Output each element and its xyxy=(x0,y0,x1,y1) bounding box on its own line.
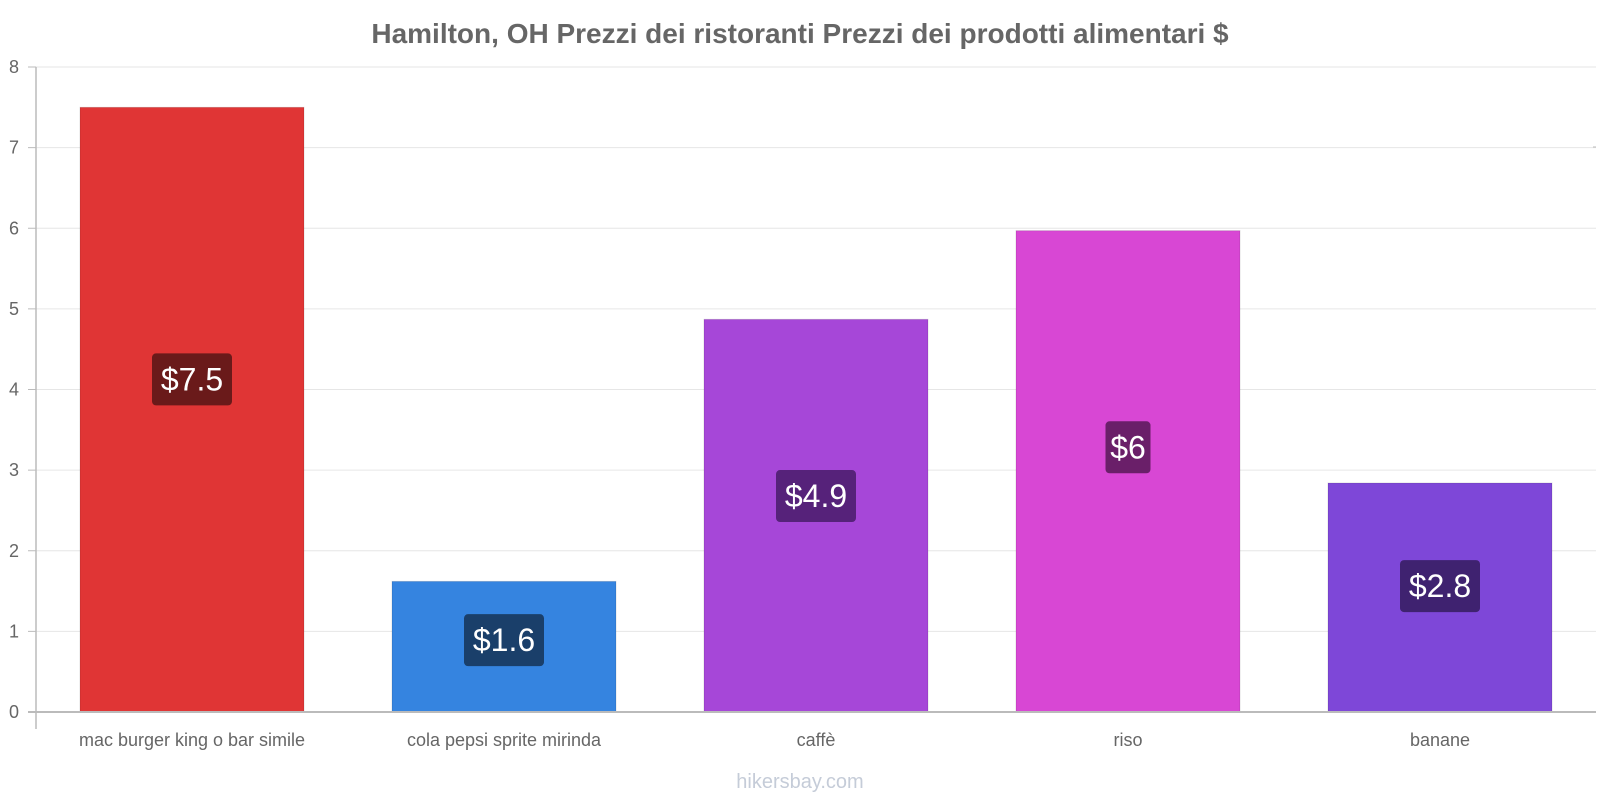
x-tick-label: riso xyxy=(1113,730,1142,750)
value-label-box xyxy=(152,353,232,406)
y-tick-label: 5 xyxy=(9,299,19,319)
y-axis: 0 1 2 3 4 5 6 7 8 xyxy=(9,57,1596,729)
x-tick-label: mac burger king o bar simile xyxy=(79,730,305,750)
y-tick-label: 3 xyxy=(9,460,19,480)
chart-title: Hamilton, OH Prezzi dei ristoranti Prezz… xyxy=(371,18,1229,49)
bars xyxy=(79,106,1553,713)
y-tick-label: 1 xyxy=(9,621,19,641)
x-tick-label: banane xyxy=(1410,730,1470,750)
value-label: $1.6 xyxy=(473,622,535,658)
value-label-box xyxy=(1105,421,1151,474)
value-labels: $7.5 $1.6 $4.9 $6 $2.8 xyxy=(152,353,1480,667)
y-tick-label: 0 xyxy=(9,702,19,722)
y-tick-label: 2 xyxy=(9,541,19,561)
y-tick-label: 7 xyxy=(9,138,19,158)
value-label-box xyxy=(776,470,856,523)
value-label-box xyxy=(1400,560,1480,613)
y-tick-label: 6 xyxy=(9,218,19,238)
x-tick-label: cola pepsi sprite mirinda xyxy=(407,730,602,750)
x-axis: mac burger king o bar simile cola pepsi s… xyxy=(28,711,1596,750)
y-tick-label: 8 xyxy=(9,57,19,77)
x-tick-label: caffè xyxy=(797,730,836,750)
y-tick-label: 4 xyxy=(9,380,19,400)
value-label: $2.8 xyxy=(1409,568,1471,604)
bar xyxy=(79,106,305,713)
value-label: $6 xyxy=(1110,429,1146,465)
watermark: hikersbay.com xyxy=(736,771,863,793)
value-label: $4.9 xyxy=(785,478,847,514)
value-label: $7.5 xyxy=(161,361,223,397)
value-label-box xyxy=(464,614,544,667)
